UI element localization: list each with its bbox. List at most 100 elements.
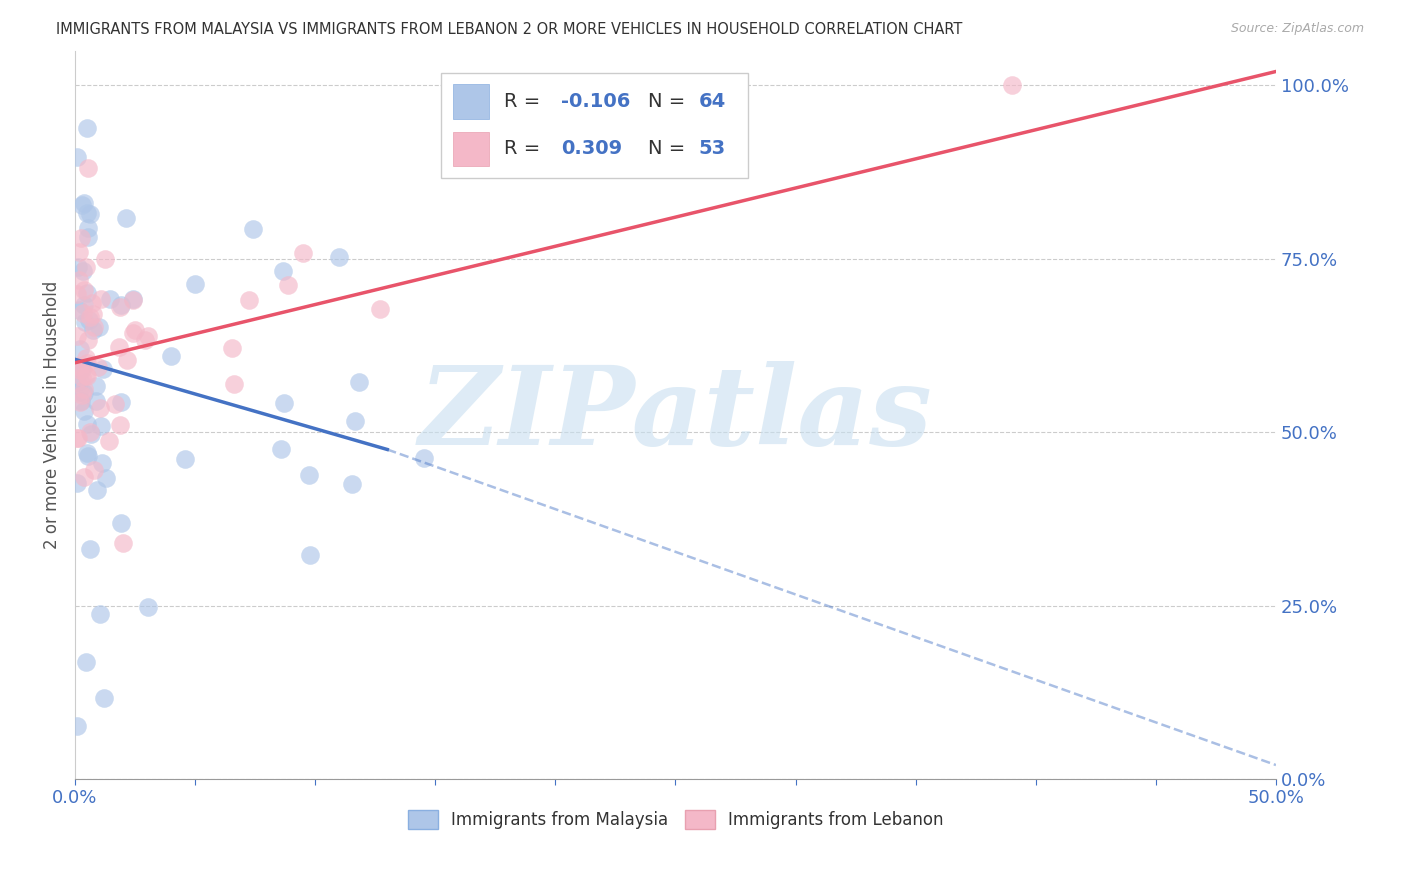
- Point: [82, 295, 104, 310]
- Point: [84, 393, 107, 408]
- Point: [66, 718, 89, 732]
- Bar: [453, 131, 489, 167]
- Point: [66, 359, 89, 374]
- Point: [79, 541, 101, 556]
- Point: [83, 463, 105, 477]
- Point: [84, 379, 107, 393]
- Point: [108, 301, 131, 315]
- Point: [277, 278, 299, 293]
- Point: [80, 427, 103, 442]
- Point: [412, 450, 434, 465]
- Point: [66, 329, 89, 343]
- Point: [347, 376, 370, 390]
- Point: [90, 456, 112, 470]
- Point: [76, 206, 98, 220]
- Point: [328, 250, 350, 264]
- Point: [89, 320, 111, 334]
- Text: ZIPatlas: ZIPatlas: [419, 361, 932, 468]
- Point: [77, 313, 100, 327]
- Point: [75, 314, 97, 328]
- Point: [77, 161, 100, 175]
- Point: [76, 368, 98, 383]
- Point: [110, 395, 132, 409]
- Point: [76, 286, 98, 301]
- Point: [110, 516, 132, 530]
- Point: [79, 310, 101, 325]
- Bar: [453, 84, 489, 120]
- Text: N =: N =: [648, 139, 692, 159]
- FancyBboxPatch shape: [441, 72, 748, 178]
- Text: -0.106: -0.106: [561, 92, 631, 112]
- Point: [75, 351, 97, 365]
- Point: [115, 352, 138, 367]
- Point: [298, 549, 321, 563]
- Point: [66, 287, 89, 301]
- Point: [124, 323, 146, 337]
- Point: [110, 297, 132, 311]
- Point: [70, 370, 93, 384]
- Point: [75, 368, 97, 383]
- Text: 0.309: 0.309: [561, 139, 623, 159]
- Point: [79, 425, 101, 439]
- Point: [98, 434, 121, 448]
- Point: [66, 431, 89, 445]
- Point: [73, 382, 96, 396]
- Point: [77, 221, 100, 235]
- Point: [72, 264, 94, 278]
- Point: [224, 376, 246, 391]
- Point: [136, 328, 159, 343]
- Legend: Immigrants from Malaysia, Immigrants from Lebanon: Immigrants from Malaysia, Immigrants fro…: [401, 804, 950, 836]
- Point: [72, 305, 94, 319]
- Point: [93, 691, 115, 706]
- Point: [89, 401, 111, 415]
- Point: [238, 293, 260, 308]
- Point: [368, 301, 391, 316]
- Point: [69, 231, 91, 245]
- Point: [67, 244, 90, 259]
- Point: [70, 198, 93, 212]
- Point: [242, 222, 264, 236]
- Text: 53: 53: [699, 139, 725, 159]
- Point: [298, 467, 321, 482]
- Y-axis label: 2 or more Vehicles in Household: 2 or more Vehicles in Household: [44, 281, 60, 549]
- Point: [69, 343, 91, 357]
- Point: [73, 195, 96, 210]
- Text: R =: R =: [503, 92, 547, 112]
- Point: [66, 260, 89, 274]
- Text: IMMIGRANTS FROM MALAYSIA VS IMMIGRANTS FROM LEBANON 2 OR MORE VEHICLES IN HOUSEH: IMMIGRANTS FROM MALAYSIA VS IMMIGRANTS F…: [56, 22, 963, 37]
- Point: [121, 293, 143, 307]
- Point: [83, 320, 105, 334]
- Point: [69, 374, 91, 388]
- Point: [112, 536, 135, 550]
- Point: [77, 230, 100, 244]
- Point: [115, 211, 138, 225]
- Point: [70, 393, 93, 408]
- Point: [1001, 78, 1024, 93]
- Point: [94, 252, 117, 266]
- Point: [122, 293, 145, 308]
- Text: N =: N =: [648, 92, 692, 112]
- Point: [271, 264, 294, 278]
- Point: [66, 375, 89, 389]
- Point: [90, 419, 112, 434]
- Point: [76, 445, 98, 459]
- Point: [73, 470, 96, 484]
- Point: [75, 656, 97, 670]
- Point: [69, 395, 91, 409]
- Point: [73, 298, 96, 312]
- Point: [66, 475, 89, 490]
- Point: [82, 323, 104, 337]
- Point: [66, 430, 89, 444]
- Point: [138, 599, 160, 614]
- Point: [67, 384, 90, 399]
- Point: [70, 362, 93, 376]
- Point: [96, 470, 118, 484]
- Point: [67, 273, 90, 287]
- Point: [72, 283, 94, 297]
- Point: [75, 260, 97, 274]
- Point: [270, 442, 292, 456]
- Point: [87, 359, 110, 374]
- Point: [82, 307, 104, 321]
- Point: [221, 341, 243, 355]
- Point: [89, 607, 111, 621]
